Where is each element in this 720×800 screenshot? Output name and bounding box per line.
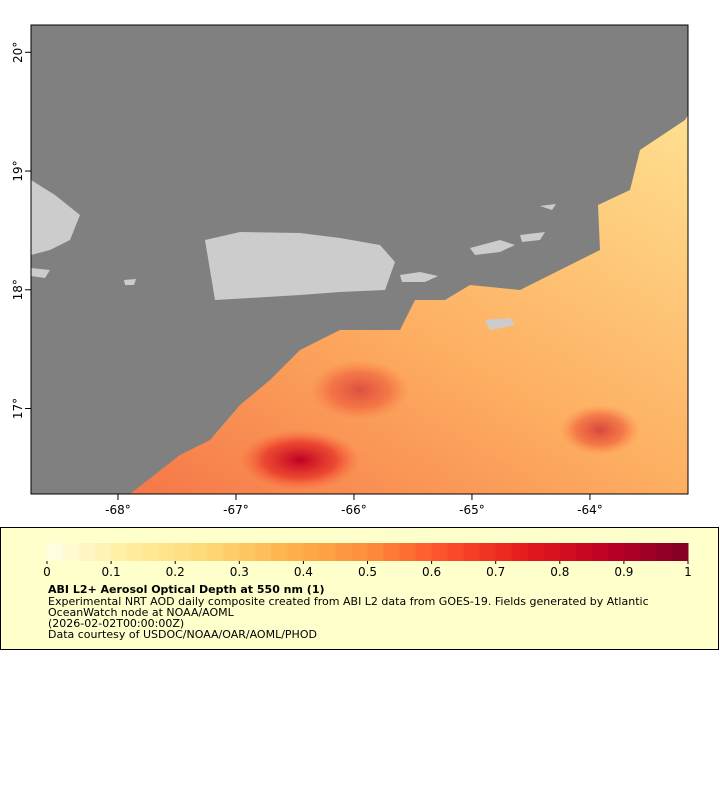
x-tick-label: -68° <box>105 503 131 517</box>
colorbar-step <box>463 543 481 561</box>
colorbar-step <box>511 543 529 561</box>
colorbar-tick-label: 1 <box>684 565 692 579</box>
colorbar-step <box>287 543 304 561</box>
colorbar-step <box>543 543 561 561</box>
colorbar-step <box>527 543 545 561</box>
legend-line: OceanWatch node at NOAA/AOML <box>48 606 235 619</box>
colorbar-step <box>591 543 609 561</box>
colorbar-step <box>79 543 96 561</box>
colorbar-tick-label: 0.5 <box>358 565 377 579</box>
colorbar-tick-label: 0 <box>43 565 51 579</box>
colorbar-step <box>623 543 641 561</box>
colorbar-step <box>639 543 657 561</box>
colorbar-step <box>239 543 256 561</box>
map-layers <box>31 115 688 494</box>
legend-line: Experimental NRT AOD daily composite cre… <box>48 595 649 608</box>
colorbar-step <box>159 543 176 561</box>
colorbar-step <box>143 543 160 561</box>
colorbar-step <box>495 543 513 561</box>
aerosol-hotspot <box>560 405 640 455</box>
colorbar-step <box>255 543 272 561</box>
legend-title: ABI L2+ Aerosol Optical Depth at 550 nm … <box>48 583 325 596</box>
y-tick-label: 20° <box>11 42 25 63</box>
colorbar-step <box>223 543 240 561</box>
colorbar-step <box>415 543 433 561</box>
colorbar-step <box>111 543 128 561</box>
colorbar-step <box>127 543 144 561</box>
colorbar-step <box>207 543 224 561</box>
colorbar-step <box>351 543 368 561</box>
colorbar-tick-label: 0.9 <box>614 565 633 579</box>
colorbar-step <box>559 543 577 561</box>
colorbar-tick-label: 0.3 <box>230 565 249 579</box>
colorbar-step <box>607 543 625 561</box>
colorbar-tick-label: 0.7 <box>486 565 505 579</box>
x-tick-label: -64° <box>577 503 603 517</box>
aerosol-hotspot <box>240 430 360 490</box>
colorbar-step <box>367 543 385 561</box>
colorbar-step <box>399 543 417 561</box>
aerosol-hotspot <box>310 360 410 420</box>
colorbar-step <box>47 543 64 561</box>
x-tick-label: -67° <box>223 503 249 517</box>
colorbar-step <box>671 543 689 561</box>
aerosol-field <box>31 115 688 494</box>
colorbar-step <box>319 543 336 561</box>
y-tick-label: 19° <box>11 160 25 181</box>
x-tick-label: -65° <box>459 503 485 517</box>
land <box>31 180 556 330</box>
map-frame <box>30 24 689 495</box>
colorbar-step <box>447 543 465 561</box>
colorbar-step <box>383 543 401 561</box>
legend-line: Data courtesy of USDOC/NOAA/OAR/AOML/PHO… <box>48 628 317 641</box>
colorbar-tick-label: 0.6 <box>422 565 441 579</box>
colorbar-step <box>431 543 449 561</box>
colorbar-tick-label: 0.8 <box>550 565 569 579</box>
y-tick-label: 17° <box>11 398 25 419</box>
colorbar-step <box>335 543 352 561</box>
colorbar-step <box>479 543 497 561</box>
y-tick-label: 18° <box>11 279 25 300</box>
colorbar-step <box>655 543 673 561</box>
colorbar-tick-label: 0.4 <box>294 565 313 579</box>
colorbar-step <box>63 543 80 561</box>
colorbar-step <box>271 543 288 561</box>
colorbar-step <box>175 543 192 561</box>
colorbar-tick-label: 0.1 <box>102 565 121 579</box>
colorbar-tick-label: 0.2 <box>166 565 185 579</box>
colorbar-step <box>575 543 593 561</box>
legend-line: (2026-02-02T00:00:00Z) <box>48 617 184 630</box>
x-tick-label: -66° <box>341 503 367 517</box>
colorbar-step <box>95 543 112 561</box>
colorbar-step <box>303 543 320 561</box>
colorbar-step <box>191 543 208 561</box>
